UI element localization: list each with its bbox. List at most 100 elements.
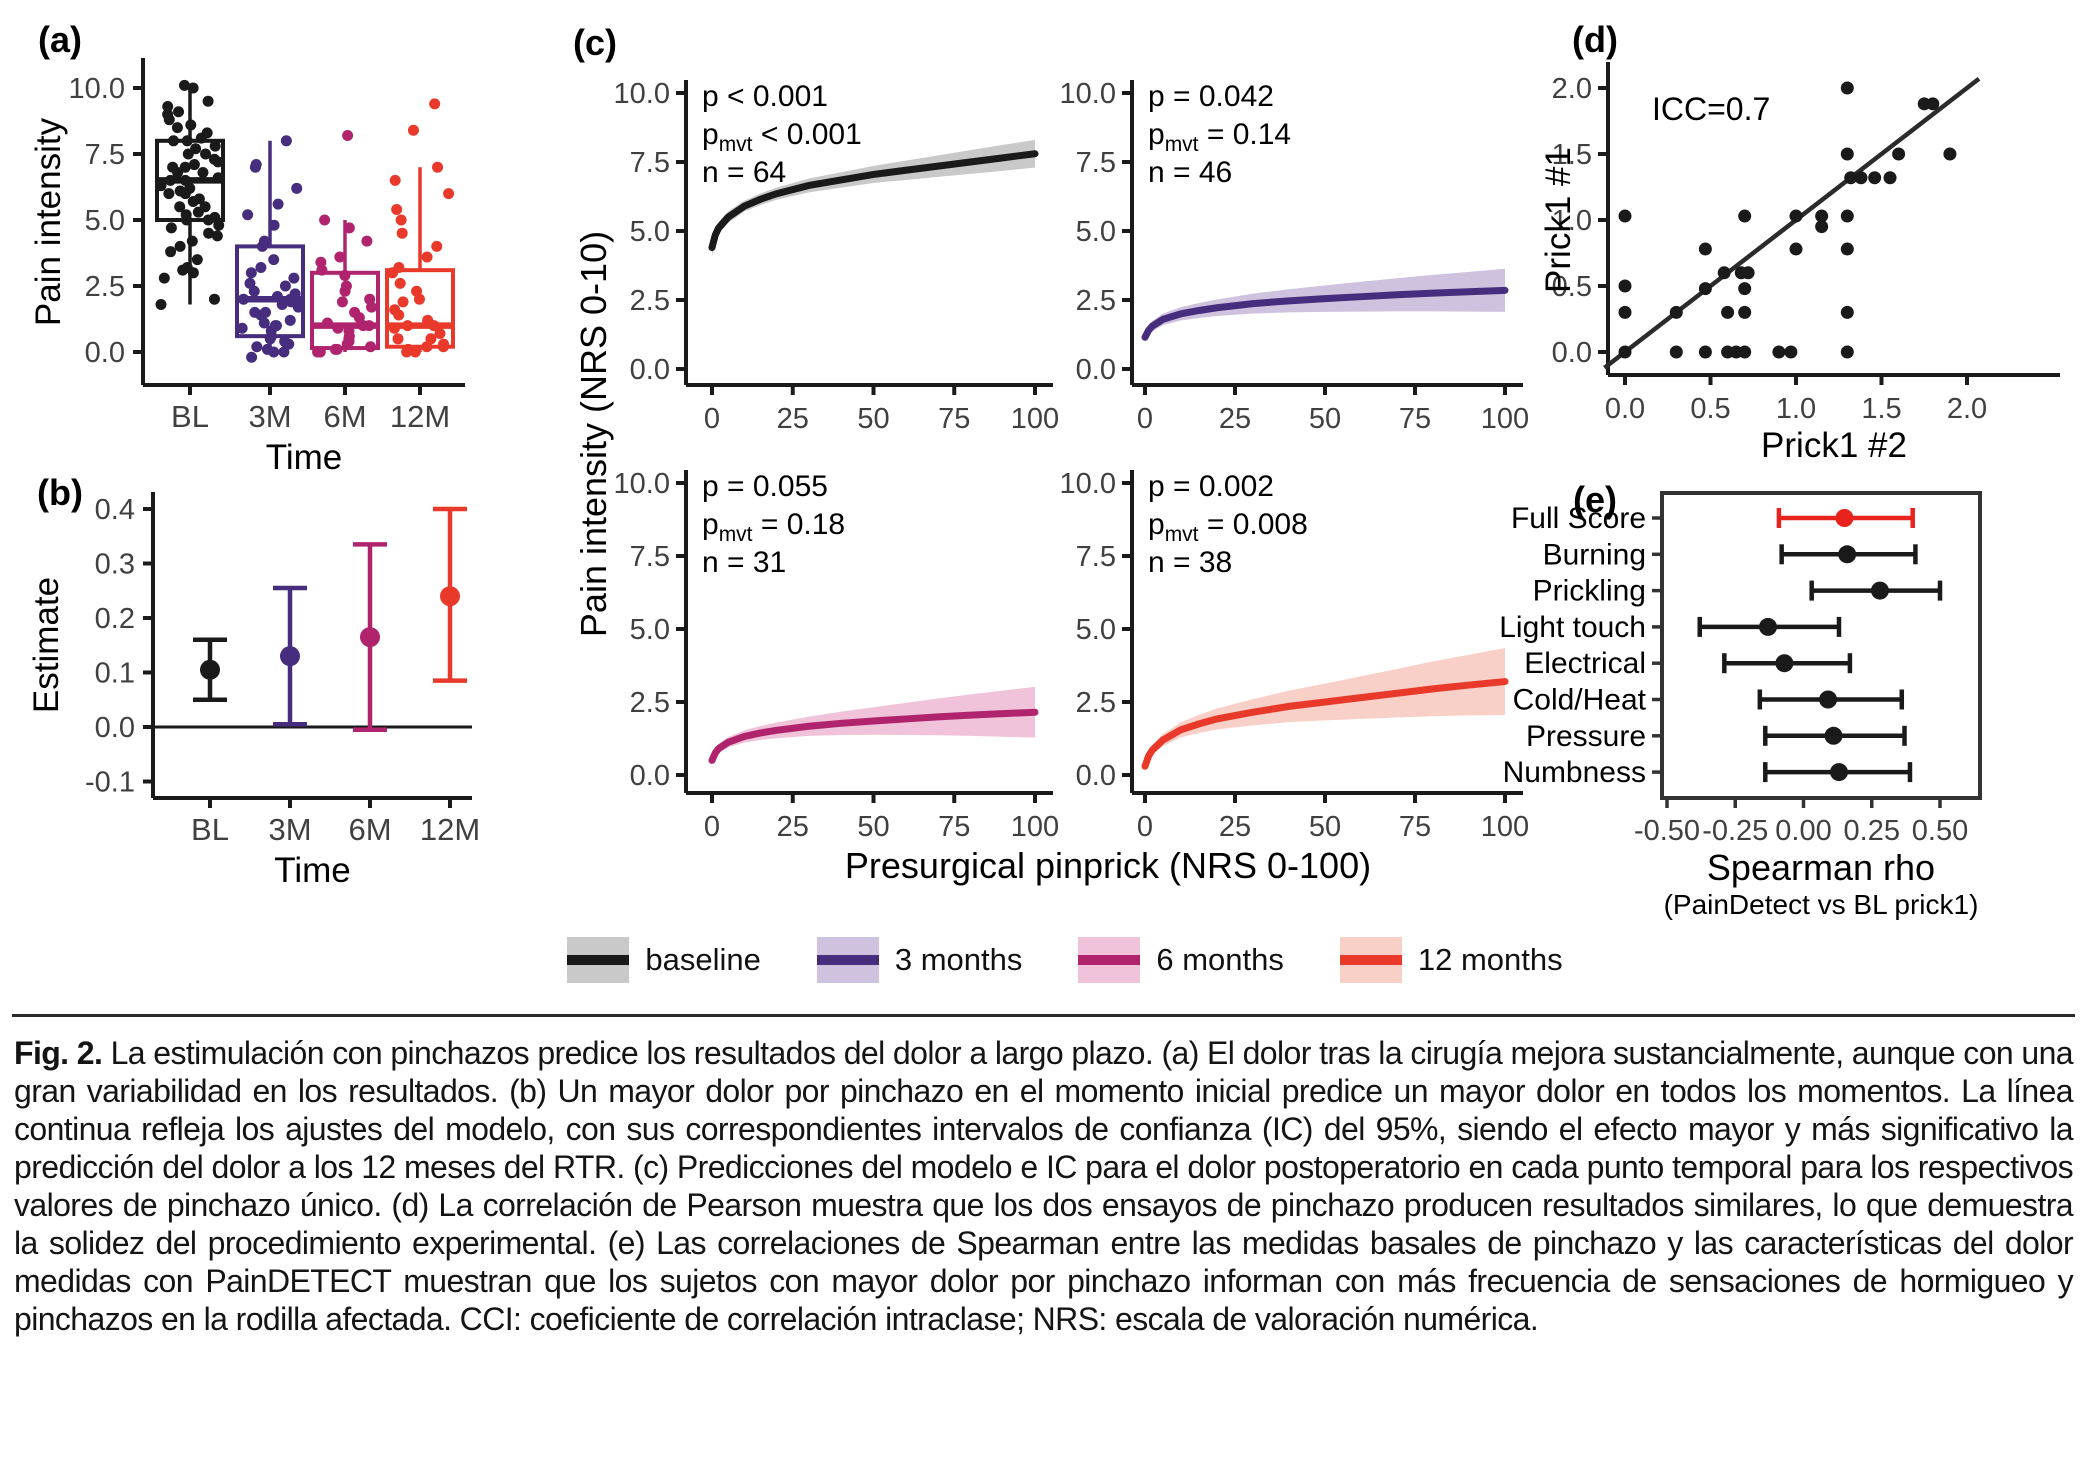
x-tick-label: 1.0 [1776,393,1816,425]
estimate-3M [273,585,307,727]
legend-line-icon [567,955,630,965]
pmvt-value: pmvt = 0.14 [1148,118,1291,156]
x-tick-label: 0.25 [1844,815,1900,847]
forest-row-label: Pressure [1526,720,1646,753]
x-tick-label: 50 [1309,811,1341,843]
panel-b-tag: (b) [37,472,83,513]
y-tick-label: 0.0 [630,760,670,792]
y-tick-label: 7.5 [1076,147,1116,179]
y-tick-label: 5.0 [1076,216,1116,248]
legend-swatch-icon [567,937,630,983]
legend-item-6-months: 6 months [1078,937,1284,983]
legend-label: 3 months [894,942,1023,977]
legend-swatch-icon [1078,937,1141,983]
forest-row-Light-touch [1697,616,1842,637]
x-tick-label: 12M [420,812,480,847]
x-tick-label: 25 [777,403,809,435]
n-value: n = 64 [702,156,786,189]
y-tick-label: 0.4 [95,494,135,526]
forest-row-Burning [1779,544,1918,565]
legend-label: baseline [645,942,761,977]
y-tick-label: 0.0 [1552,337,1592,369]
panel-e-xlabel: Spearman rho [1707,847,1935,888]
y-tick-label: 7.5 [85,139,125,171]
panel-c-tag: (c) [573,22,617,63]
legend-label: 12 months [1417,942,1563,977]
x-tick-label: 12M [390,399,450,434]
panel-a-xlabel: Time [266,438,342,477]
x-tick-label: 100 [1481,403,1529,435]
x-tick-label: 25 [1219,403,1251,435]
panel-b-xlabel: Time [274,851,350,890]
subplot-12-months [1141,647,1509,771]
forest-row-label: Full Score [1511,502,1646,535]
x-tick-label: 0.0 [1605,393,1645,425]
panel-b-estimate-errorbars: (b) -0.1 0.0 0.1 0.2 0.3 0.4 BL 3M 6M 12M Time Estim… [27,472,480,890]
panel-e-tag: (e) [1573,480,1617,520]
x-tick-label: 0.5 [1690,393,1730,425]
x-tick-label: 6M [323,399,366,434]
x-tick-label: 0 [1137,811,1153,843]
forest-row-Numbness [1763,762,1913,783]
caption-text: La estimulación con pinchazos predice lo… [14,1035,2074,1337]
caption-label: Fig. 2. [14,1035,103,1071]
legend-item-3-months: 3 months [816,937,1023,983]
y-tick-label: 10.0 [1060,78,1116,110]
x-tick-label: 25 [1219,811,1251,843]
panel-d-tag: (d) [1572,19,1618,60]
estimate-BL [193,637,227,702]
y-tick-label: 0.1 [95,658,135,690]
y-tick-label: 0.0 [1076,760,1116,792]
y-tick-label: 2.5 [85,271,125,303]
x-tick-label: 0 [1137,403,1153,435]
x-tick-label: 100 [1011,811,1059,843]
y-tick-label: 1.0 [1552,205,1592,237]
estimate-6M [353,542,387,732]
y-tick-label: 2.5 [630,687,670,719]
panel-d-xlabel: Prick1 #2 [1761,426,1907,465]
y-tick-label: 2.5 [1076,687,1116,719]
x-tick-label: BL [191,812,229,847]
y-tick-label: 7.5 [630,147,670,179]
x-tick-label: 100 [1011,403,1059,435]
y-tick-label: 0.0 [95,712,135,744]
p-value: p = 0.055 [702,470,828,503]
y-tick-label: 0.3 [95,549,135,581]
y-tick-label: 2.5 [630,285,670,317]
legend-item-12-months: 12 months [1339,937,1563,983]
panel-a-tag: (a) [38,19,82,60]
subplot-6-months [708,686,1039,765]
forest-row-Cold-Heat [1757,689,1905,710]
y-tick-label: 2.0 [1552,73,1592,105]
caption-divider [12,1014,2075,1017]
n-value: n = 31 [702,546,786,579]
x-tick-label: 0 [704,403,720,435]
y-tick-label: 5.0 [85,205,125,237]
y-tick-label: 0.5 [1552,271,1592,303]
y-tick-label: 5.0 [1076,614,1116,646]
y-tick-label: 0.2 [95,603,135,635]
box-group-6M [310,130,380,358]
x-tick-label: 50 [857,403,889,435]
panel-a-boxplot: (a) 0.0 2.5 5.0 7.5 10.0 BL 3M 6M 12M Time Pain int… [29,19,465,477]
subplot-baseline [708,139,1039,256]
x-tick-label: 75 [1399,811,1431,843]
y-tick-label: 0.0 [85,337,125,369]
y-tick-label: 1.5 [1552,139,1592,171]
x-tick-label: 1.5 [1861,393,1901,425]
p-value: p = 0.042 [1148,80,1274,113]
x-tick-label: 3M [248,399,291,434]
panel-c-xlabel: Presurgical pinprick (NRS 0-100) [845,845,1371,886]
p-value: p < 0.001 [702,80,828,113]
box-group-3M [235,135,305,363]
panel-c-model-fit-grid: (c) 0.0 2.5 5.0 7.5 10.0 0 25 50 75 100 p < 0.001 pm… [573,22,1529,886]
legend-swatch-icon [1339,937,1402,983]
x-tick-label: 100 [1481,811,1529,843]
y-tick-label: 10.0 [614,78,670,110]
box-group-BL [155,79,225,310]
pmvt-value: pmvt < 0.001 [702,118,862,156]
y-tick-label: 10.0 [69,73,125,105]
x-tick-label: 75 [1399,403,1431,435]
panel-d-ylabel: Prick1 #1 [1540,147,1578,293]
